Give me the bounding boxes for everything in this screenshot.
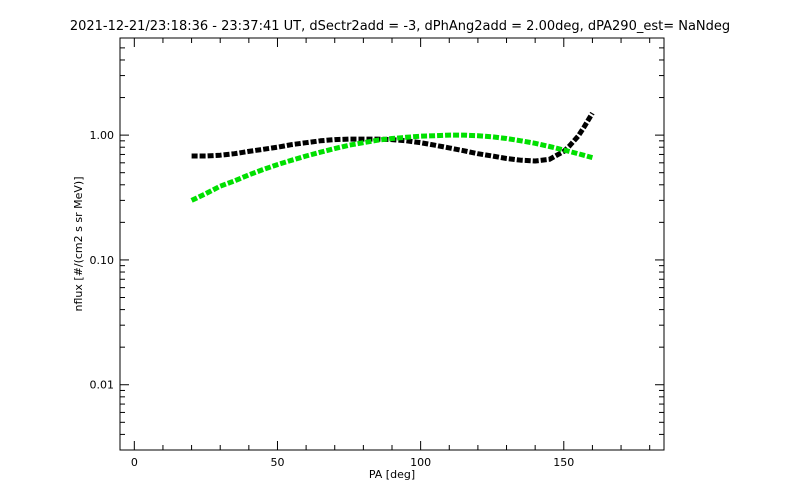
series-line-1 xyxy=(191,111,595,164)
axis-ticks xyxy=(120,37,664,451)
y-tick-label: 0.10 xyxy=(90,254,115,267)
y-axis-label: nflux [#/(cm2 s sr MeV)] xyxy=(72,177,85,312)
x-tick-label: 100 xyxy=(410,456,431,469)
series-layer xyxy=(190,111,595,203)
x-tick-label: 50 xyxy=(270,456,284,469)
tick-labels: 0 50 100 150 0.01 0.10 1.00 xyxy=(90,129,575,469)
series-line-2 xyxy=(190,132,594,203)
y-tick-label: 1.00 xyxy=(90,129,115,142)
x-axis-label: PA [deg] xyxy=(369,468,415,481)
y-tick-label: 0.01 xyxy=(90,379,115,392)
plot-frame xyxy=(119,37,665,451)
chart-title: 2021-12-21/23:18:36 - 23:37:41 UT, dSect… xyxy=(70,19,730,34)
x-tick-label: 0 xyxy=(131,456,138,469)
x-tick-label: 150 xyxy=(553,456,574,469)
